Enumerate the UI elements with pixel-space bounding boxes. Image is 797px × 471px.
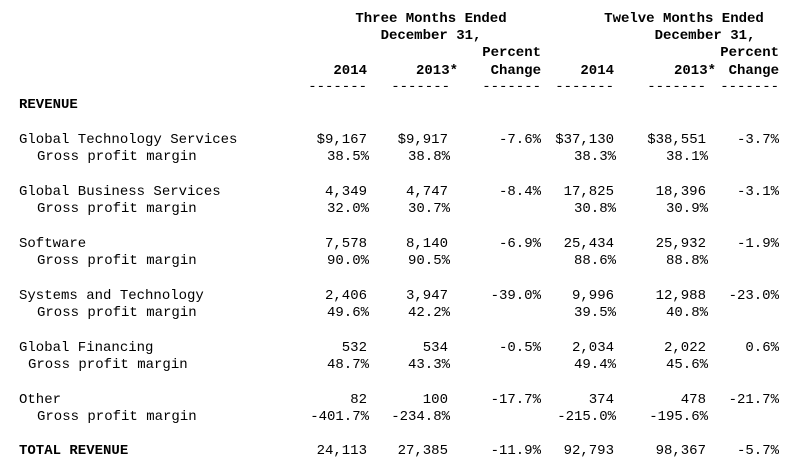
segment-q2013: 8,140 (405, 236, 448, 252)
section-revenue-label: REVENUE (19, 97, 78, 113)
change-header-1: Change (490, 63, 541, 79)
segment-name: Global Financing (19, 340, 154, 356)
segment-q2014: $9,167 (316, 132, 367, 148)
change-header-2: Change (728, 63, 779, 79)
percent-header-2: Percent (720, 45, 779, 61)
margin-q2014: 49.6% (326, 305, 369, 321)
segment-q-change: -8.4% (498, 184, 541, 200)
segment-y2013: 12,988 (655, 288, 706, 304)
margin-y2014: 39.5% (573, 305, 616, 321)
segment-y2014: $37,130 (555, 132, 614, 148)
total-revenue-label: TOTAL REVENUE (19, 443, 129, 459)
margin-q2014: 38.5% (326, 149, 369, 165)
col-2013-header-b: 2013* (673, 63, 716, 79)
segment-y2014: 17,825 (563, 184, 614, 200)
segment-y2013: 478 (680, 392, 706, 408)
header-underline-e: ------- (647, 79, 706, 95)
twelve-months-date: December 31, (654, 28, 756, 44)
segment-q2014: 532 (341, 340, 367, 356)
margin-y2014: 88.6% (573, 253, 616, 269)
gross-margin-label: Gross profit margin (37, 305, 197, 321)
segment-y-change: -23.0% (728, 288, 779, 304)
total-q2014: 24,113 (316, 443, 367, 459)
header-underline-a: ------- (308, 79, 367, 95)
header-underline-b: ------- (391, 79, 450, 95)
segment-y-change: 0.6% (745, 340, 779, 356)
margin-y2013: 45.6% (665, 357, 708, 373)
segment-q2014: 2,406 (324, 288, 367, 304)
margin-y2014: 49.4% (573, 357, 616, 373)
margin-q2014: 48.7% (326, 357, 369, 373)
margin-y2013: -195.6% (649, 409, 708, 425)
margin-q2013: 43.3% (407, 357, 450, 373)
segment-y-change: -1.9% (736, 236, 779, 252)
segment-q-change: -17.7% (490, 392, 541, 408)
segment-y-change: -3.1% (736, 184, 779, 200)
segment-y2014: 9,996 (571, 288, 614, 304)
gross-margin-label: Gross profit margin (37, 253, 197, 269)
margin-q2013: 90.5% (407, 253, 450, 269)
margin-q2013: -234.8% (391, 409, 450, 425)
segment-q2014: 4,349 (324, 184, 367, 200)
margin-y2014: 30.8% (573, 201, 616, 217)
segment-y2013: 2,022 (663, 340, 706, 356)
segment-name: Global Business Services (19, 184, 221, 200)
header-underline-f: ------- (720, 79, 779, 95)
margin-q2013: 38.8% (407, 149, 450, 165)
segment-y2013: 18,396 (655, 184, 706, 200)
three-months-date: December 31, (380, 28, 482, 44)
header-underline-c: ------- (482, 79, 541, 95)
total-y2014: 92,793 (563, 443, 614, 459)
segment-q-change: -7.6% (498, 132, 541, 148)
margin-q2014: -401.7% (310, 409, 369, 425)
three-months-header: Three Months Ended (355, 11, 507, 27)
gross-margin-label: Gross profit margin (37, 409, 197, 425)
segment-q2014: 82 (350, 392, 367, 408)
segment-q2013: 100 (422, 392, 448, 408)
col-2013-header-a: 2013* (415, 63, 458, 79)
segment-q2013: 3,947 (405, 288, 448, 304)
margin-y2013: 40.8% (665, 305, 708, 321)
segment-y2014: 2,034 (571, 340, 614, 356)
gross-margin-label: Gross profit margin (37, 149, 197, 165)
segment-q2014: 7,578 (324, 236, 367, 252)
col-2014-header-b: 2014 (580, 63, 614, 79)
gross-margin-label: Gross profit margin (28, 357, 188, 373)
segment-y2013: $38,551 (647, 132, 706, 148)
total-q-change: -11.9% (490, 443, 541, 459)
total-q2013: 27,385 (397, 443, 448, 459)
segment-y2014: 374 (588, 392, 614, 408)
segment-q2013: 4,747 (405, 184, 448, 200)
segment-q-change: -39.0% (490, 288, 541, 304)
gross-margin-label: Gross profit margin (37, 201, 197, 217)
segment-name: Global Technology Services (19, 132, 238, 148)
total-y2013: 98,367 (655, 443, 706, 459)
margin-y2013: 38.1% (665, 149, 708, 165)
segment-y-change: -3.7% (736, 132, 779, 148)
segment-q2013: $9,917 (397, 132, 448, 148)
segment-y2013: 25,932 (655, 236, 706, 252)
margin-y2013: 88.8% (665, 253, 708, 269)
margin-q2014: 32.0% (326, 201, 369, 217)
segment-name: Systems and Technology (19, 288, 204, 304)
margin-y2014: 38.3% (573, 149, 616, 165)
margin-q2013: 30.7% (407, 201, 450, 217)
segment-q-change: -6.9% (498, 236, 541, 252)
segment-y-change: -21.7% (728, 392, 779, 408)
margin-q2014: 90.0% (326, 253, 369, 269)
margin-y2014: -215.0% (557, 409, 616, 425)
segment-name: Other (19, 392, 62, 408)
percent-header-1: Percent (482, 45, 541, 61)
total-y-change: -5.7% (736, 443, 779, 459)
twelve-months-header: Twelve Months Ended (604, 11, 764, 27)
segment-q-change: -0.5% (498, 340, 541, 356)
segment-y2014: 25,434 (563, 236, 614, 252)
segment-name: Software (19, 236, 87, 252)
margin-q2013: 42.2% (407, 305, 450, 321)
margin-y2013: 30.9% (665, 201, 708, 217)
col-2014-header-a: 2014 (333, 63, 367, 79)
header-underline-d: ------- (555, 79, 614, 95)
segment-q2013: 534 (422, 340, 448, 356)
